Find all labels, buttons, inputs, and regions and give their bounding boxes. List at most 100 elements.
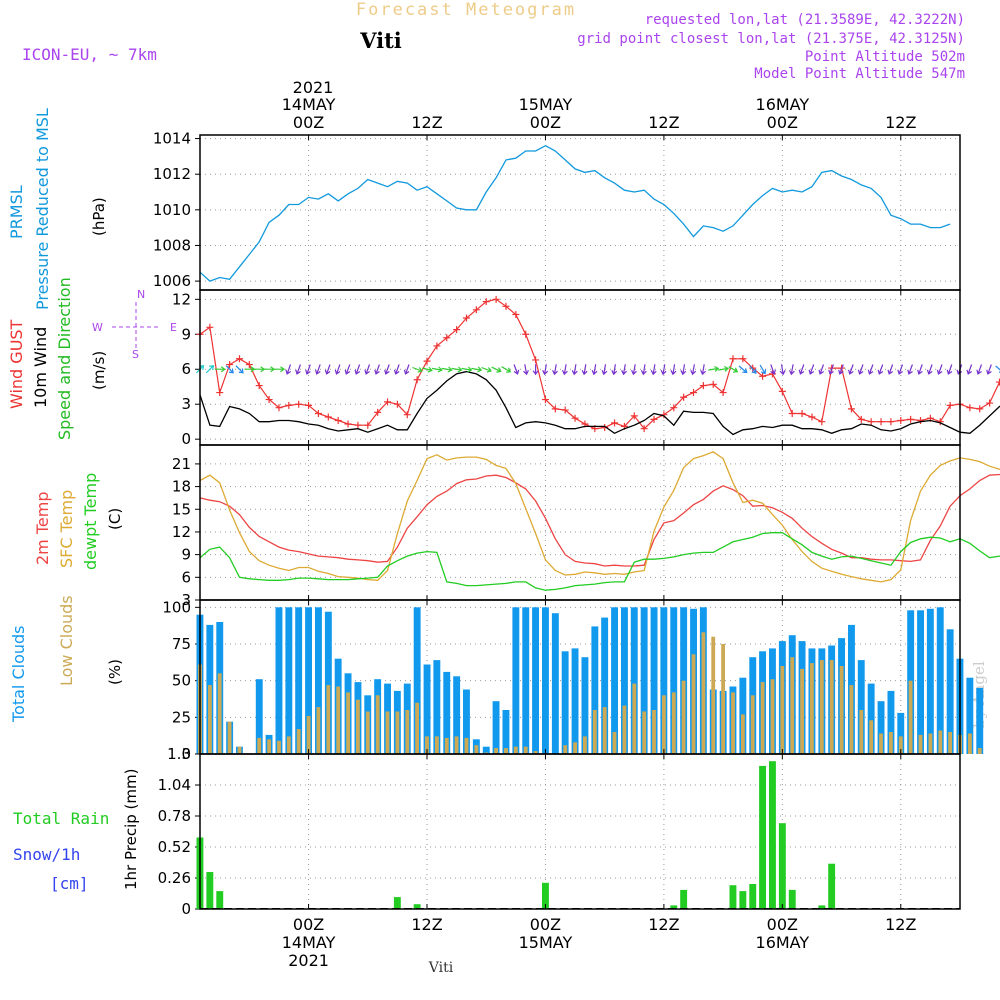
total-cloud-bar xyxy=(482,746,490,754)
wind-gust-marker xyxy=(719,389,727,397)
total-cloud-bar xyxy=(660,607,668,754)
temperature-labels: 2m Temp SFC Temp dewpt Temp (C) xyxy=(33,473,124,570)
precip-ytick-label: 1.04 xyxy=(158,776,191,794)
precip-ytick-label: 1.3 xyxy=(167,745,191,763)
low-cloud-bar xyxy=(839,666,844,754)
wind-gust-marker xyxy=(917,417,925,425)
precip-ytick-label: 0 xyxy=(181,900,191,918)
wind-gust-marker xyxy=(670,404,678,412)
wind-direction-arrow xyxy=(315,364,321,375)
low-cloud-bar xyxy=(770,679,775,754)
wind-gust-marker xyxy=(976,405,984,413)
wind-direction-arrow xyxy=(946,364,953,375)
wind-ytick-label: 6 xyxy=(181,360,191,378)
wind-gust-marker xyxy=(887,418,895,426)
wind-direction-arrow xyxy=(523,364,529,376)
bottom-time-label: 00Z xyxy=(293,915,324,934)
temperature-frame xyxy=(199,444,961,601)
wind-gust-marker xyxy=(561,406,569,414)
wind-gust-marker xyxy=(907,415,915,423)
total-cloud-bar xyxy=(315,607,322,754)
wind-direction-arrow xyxy=(838,364,844,375)
wind-gust-marker xyxy=(502,302,510,310)
low-cloud-bar xyxy=(681,680,686,754)
wind-direction-arrow xyxy=(591,364,598,376)
low-cloud-bar xyxy=(849,685,854,754)
wind-direction-arrow xyxy=(571,364,578,376)
total-cloud-bar xyxy=(492,701,500,754)
low-cloud-bar xyxy=(898,736,903,754)
wind-gust-marker xyxy=(344,420,352,428)
pressure-labels: PRMSL Pressure Reduced to MSL (hPa) xyxy=(7,108,108,310)
low-cloud-bar xyxy=(267,739,271,754)
wind-direction-arrow xyxy=(986,364,992,375)
wind-gust-marker xyxy=(492,295,500,303)
wind-gust-marker xyxy=(897,417,905,425)
wind-ytick-label: 9 xyxy=(181,325,191,343)
low-cloud-bar xyxy=(602,707,607,754)
total-cloud-bar xyxy=(443,671,451,754)
wind-ytick-label: 3 xyxy=(181,395,191,413)
wind-ytick-label: 0 xyxy=(181,430,191,448)
total-cloud-bar xyxy=(502,710,510,754)
wind-gust-marker xyxy=(759,372,767,380)
bottom-time-label: 12Z xyxy=(411,915,442,934)
clouds-ytick-label: 100 xyxy=(162,598,191,616)
wind-direction-arrow xyxy=(670,364,677,376)
low-cloud-bar xyxy=(691,654,696,754)
wind-direction-arrow xyxy=(225,365,234,374)
wind-direction-arrow xyxy=(264,366,276,373)
wind-gust-marker xyxy=(798,410,806,418)
wind-direction-arrow xyxy=(631,364,637,376)
low-cloud-bar xyxy=(622,705,627,754)
wind-gust-marker xyxy=(611,419,619,427)
wind-gust-marker xyxy=(986,399,994,407)
wind-gust-marker xyxy=(867,418,875,426)
wind-gust-marker xyxy=(245,361,253,369)
total-cloud-bar xyxy=(413,607,421,754)
total-cloud-bar xyxy=(936,607,944,754)
rain-bar xyxy=(818,905,826,909)
total-cloud-bar xyxy=(887,690,895,754)
total-cloud-bar xyxy=(650,607,658,754)
wind-gust-marker xyxy=(512,310,520,318)
precip-ytick-label: 0.78 xyxy=(158,807,191,825)
top-time-label: 12Z xyxy=(648,113,679,132)
wind-gust-marker xyxy=(206,323,214,331)
total-cloud-bar xyxy=(295,607,303,754)
low-cloud-bar xyxy=(869,720,874,754)
wind-direction-arrow xyxy=(285,364,292,375)
low-cloud-bar xyxy=(948,732,952,754)
total-cloud-bar xyxy=(857,660,865,754)
low-cloud-bar xyxy=(444,737,449,754)
wind-gust-marker xyxy=(354,421,362,429)
precip-ytick-label: 0.26 xyxy=(158,869,191,887)
wind-gust-marker xyxy=(275,404,283,412)
wind-direction-arrow xyxy=(205,364,215,374)
total-cloud-bar xyxy=(601,617,609,754)
panel-precip: 0 0.26 0.52 0.78 1.04 1.3 xyxy=(158,745,961,918)
wind-gust-marker xyxy=(729,355,737,363)
total-cloud-bar xyxy=(463,689,470,754)
chart-panels: 1006 1008 1010 1012 1014 0 3 6 9 12 3 6 9 12 15 18 21 0 25… xyxy=(153,130,1000,918)
wind-gust-marker xyxy=(364,421,372,429)
panel-clouds: 0 25 50 75 100 xyxy=(162,598,984,763)
wind-direction-arrow xyxy=(235,365,244,374)
total-cloud-bar xyxy=(255,679,263,754)
low-cloud-bar xyxy=(731,692,735,754)
wind-direction-arrow xyxy=(451,366,463,373)
clouds-frame xyxy=(199,599,961,755)
wind-direction-arrow xyxy=(779,364,786,376)
rain-bar xyxy=(828,863,836,909)
wind-gust-marker xyxy=(433,342,441,350)
wind-direction-arrow xyxy=(501,366,512,373)
wind-direction-arrow xyxy=(403,364,410,375)
pressure-ytick-label: 1006 xyxy=(153,272,191,290)
wind-direction-arrow xyxy=(650,364,657,376)
wind-direction-arrow xyxy=(491,366,502,373)
wind-10m-line xyxy=(199,370,1000,436)
wind-gust-marker xyxy=(680,393,688,401)
wind-label-direction: Speed and Direction xyxy=(55,277,74,440)
temperature-ytick-label: 6 xyxy=(181,568,191,586)
bottom-year-label: 2021 xyxy=(288,951,329,970)
